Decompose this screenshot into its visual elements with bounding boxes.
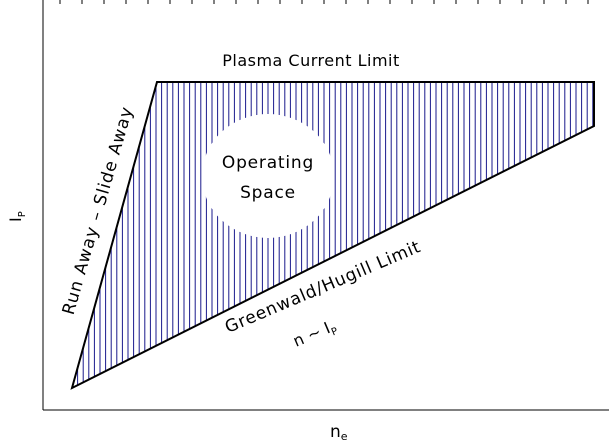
x-axis-label: ne [330, 422, 348, 442]
region-label-line2: Space [240, 183, 296, 203]
region-outline [70, 81, 595, 390]
top-axis-ticks [59, 0, 589, 4]
relation-subscript: P [330, 326, 340, 338]
y-axis-label: IP [6, 211, 28, 222]
plot-frame [42, 0, 609, 411]
svg-text:n ~ IP: n ~ IP [290, 316, 340, 354]
y-axis-label-subscript: P [17, 211, 28, 217]
y-axis-label-main: I [6, 217, 25, 222]
hatched-region [72, 82, 594, 388]
region-label-line1: Operating [222, 153, 314, 173]
x-axis-label-main: n [330, 422, 341, 442]
left-edge-label: Run Away – Slide Away [59, 104, 138, 317]
relation-prefix: n ~ I [290, 318, 333, 351]
top-edge-label: Plasma Current Limit [222, 51, 400, 70]
hatch-lines [72, 82, 594, 388]
relation-label: n ~ IP [290, 316, 340, 354]
x-axis-label-subscript: e [341, 430, 348, 442]
